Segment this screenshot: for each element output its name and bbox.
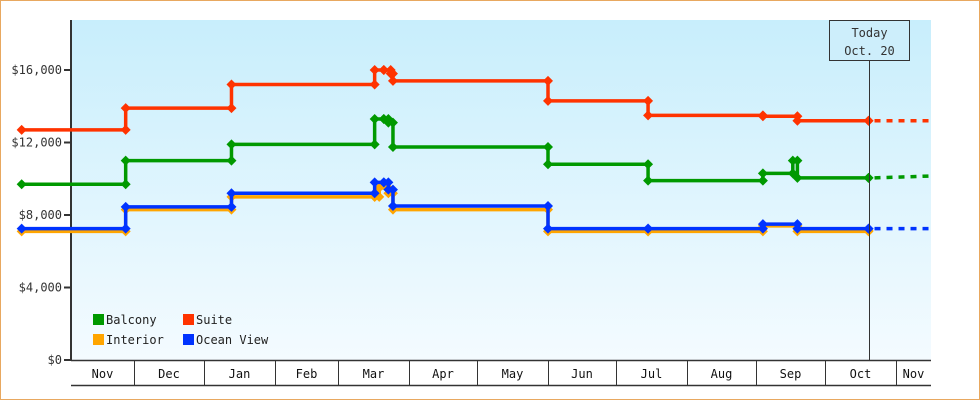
- y-tick-label: $8,000: [19, 208, 62, 222]
- data-point: [120, 223, 131, 234]
- data-point: [369, 113, 380, 124]
- legend-item: Interior: [93, 333, 164, 347]
- legend-label: Interior: [106, 333, 164, 347]
- data-point: [792, 115, 803, 126]
- data-point: [757, 219, 768, 230]
- legend-item: Suite: [183, 313, 232, 327]
- data-point: [643, 95, 654, 106]
- y-tick-label: $4,000: [19, 281, 62, 295]
- data-point: [226, 201, 237, 212]
- data-point: [543, 142, 553, 153]
- data-point: [792, 223, 803, 234]
- x-tick-label: Nov: [903, 367, 925, 381]
- y-tick-label: $12,000: [11, 136, 62, 150]
- data-point: [16, 124, 27, 135]
- data-point: [387, 117, 398, 128]
- data-point: [792, 172, 803, 183]
- today-label: Today: [851, 26, 887, 40]
- data-point: [16, 223, 27, 234]
- y-tick-label: $16,000: [11, 63, 62, 77]
- legend-swatch: [93, 314, 104, 325]
- today-label-box: [829, 20, 910, 61]
- data-point: [387, 200, 398, 211]
- y-tick-label: $0: [48, 353, 62, 367]
- data-point: [383, 177, 394, 188]
- data-point: [226, 139, 237, 150]
- data-point: [387, 184, 398, 195]
- data-point: [369, 139, 380, 150]
- legend-item: Balcony: [93, 313, 157, 327]
- data-point: [543, 95, 553, 106]
- data-point: [387, 68, 398, 79]
- data-point: [369, 79, 380, 90]
- data-point: [792, 155, 803, 166]
- series-balcony: [16, 113, 932, 190]
- x-tick-label: Aug: [711, 367, 733, 381]
- x-tick-label: Jul: [641, 367, 663, 381]
- data-point: [120, 155, 131, 166]
- data-point: [757, 111, 768, 122]
- data-point: [369, 65, 380, 75]
- legend-label: Ocean View: [196, 333, 269, 347]
- today-date-label: Oct. 20: [844, 44, 895, 58]
- data-point: [16, 179, 27, 190]
- data-point: [226, 103, 237, 114]
- data-point: [226, 188, 237, 199]
- x-tick-label: Oct: [850, 367, 872, 381]
- plot-area: [71, 20, 931, 360]
- x-tick-label: Sep: [780, 367, 802, 381]
- x-tick-label: Nov: [92, 367, 114, 381]
- data-point: [120, 124, 131, 135]
- data-point: [374, 182, 385, 193]
- data-point: [643, 223, 654, 234]
- x-tick-label: May: [502, 367, 524, 381]
- data-point: [863, 223, 874, 234]
- x-tick-label: Dec: [158, 367, 180, 381]
- data-point: [387, 75, 398, 86]
- x-tick-label: Jun: [571, 367, 593, 381]
- data-point: [757, 168, 768, 179]
- data-point: [226, 79, 237, 90]
- series-ocean-view: [16, 177, 931, 234]
- legend-label: Balcony: [106, 313, 157, 327]
- data-point: [369, 177, 380, 188]
- data-point: [643, 175, 654, 186]
- data-point: [369, 188, 380, 199]
- x-tick-label: Jan: [229, 367, 251, 381]
- data-point: [643, 110, 654, 121]
- data-point: [863, 115, 874, 126]
- data-point: [543, 75, 553, 86]
- data-point: [543, 159, 553, 170]
- data-point: [543, 200, 553, 211]
- x-tick-label: Mar: [363, 367, 385, 381]
- data-point: [120, 103, 131, 114]
- series-suite: [16, 65, 931, 135]
- legend-swatch: [183, 334, 194, 345]
- legend-swatch: [93, 334, 104, 345]
- data-point: [378, 65, 389, 75]
- legend-swatch: [183, 314, 194, 325]
- x-tick-label: Feb: [296, 367, 318, 381]
- data-point: [387, 142, 398, 153]
- legend-item: Ocean View: [183, 333, 269, 347]
- x-tick-label: Apr: [432, 367, 454, 381]
- data-point: [120, 201, 131, 212]
- data-point: [543, 223, 553, 234]
- data-point: [643, 159, 654, 170]
- data-point: [757, 175, 768, 186]
- data-point: [863, 172, 874, 183]
- data-point: [226, 155, 237, 166]
- projection-line: [874, 174, 932, 180]
- data-point: [120, 179, 131, 190]
- legend-label: Suite: [196, 313, 232, 327]
